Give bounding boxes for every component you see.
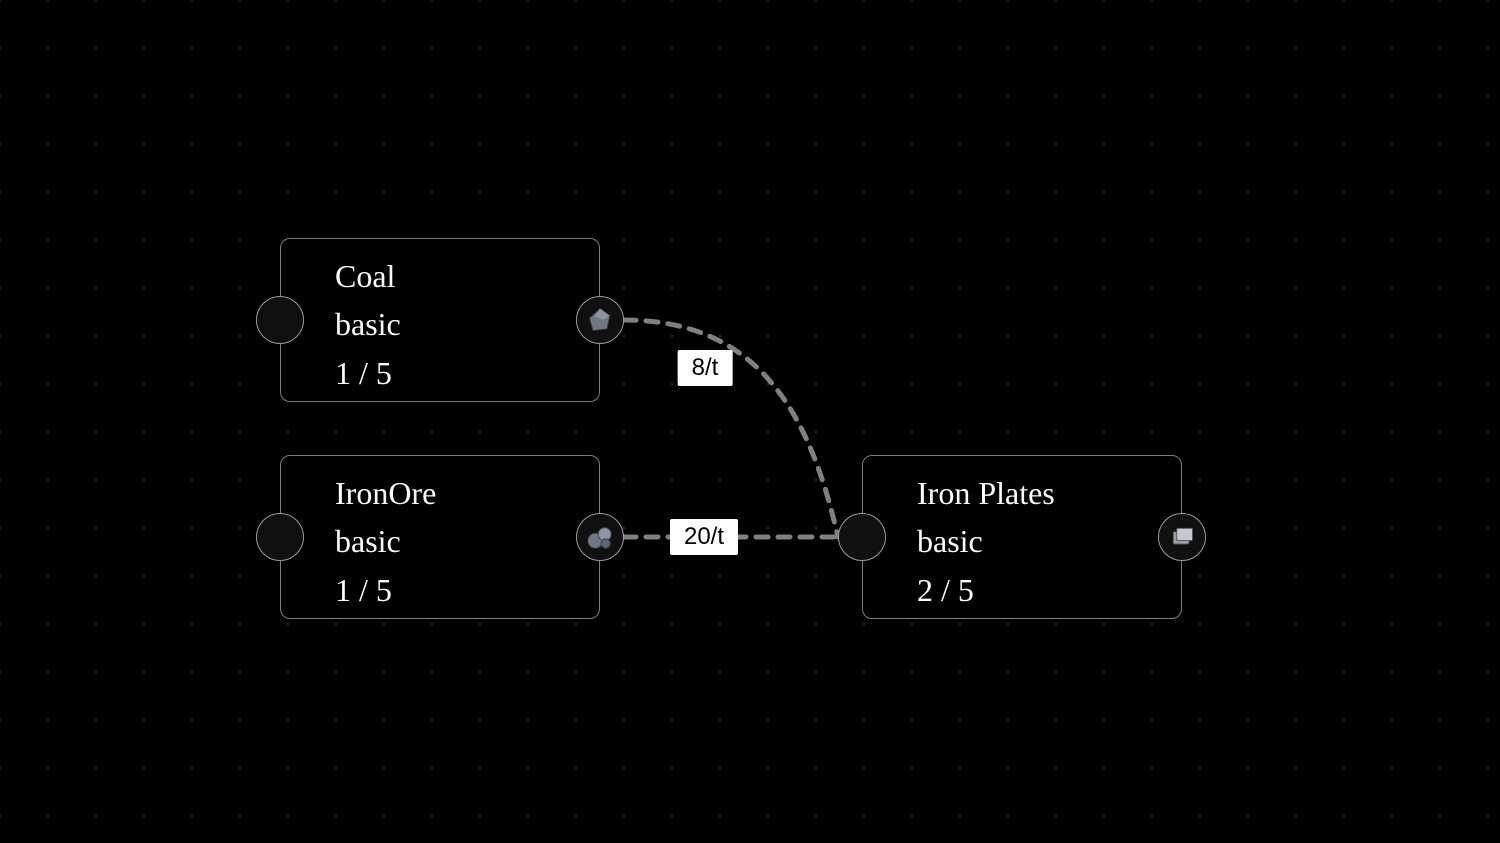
node-level: 2 / 5: [917, 571, 1157, 609]
edge-label-ore: 20/t: [670, 519, 738, 555]
node-ironplates-output-port[interactable]: [1158, 513, 1206, 561]
edge-label-coal: 8/t: [678, 350, 733, 386]
node-canvas[interactable]: Coal basic 1 / 5 IronOre basic 1 / 5 Iro…: [0, 0, 1500, 843]
node-ironplates[interactable]: Iron Plates basic 2 / 5: [862, 455, 1182, 619]
node-level: 1 / 5: [335, 571, 575, 609]
node-ironore[interactable]: IronOre basic 1 / 5: [280, 455, 600, 619]
node-coal[interactable]: Coal basic 1 / 5: [280, 238, 600, 402]
node-level: 1 / 5: [335, 354, 575, 392]
edge-layer: [0, 0, 1500, 843]
node-tier: basic: [335, 522, 575, 560]
node-ironplates-input-port[interactable]: [838, 513, 886, 561]
ore-icon: [585, 522, 615, 552]
node-ironore-output-port[interactable]: [576, 513, 624, 561]
node-tier: basic: [917, 522, 1157, 560]
plates-icon: [1168, 523, 1196, 551]
node-ironore-input-port[interactable]: [256, 513, 304, 561]
node-title: Coal: [335, 257, 575, 295]
node-tier: basic: [335, 305, 575, 343]
node-title: Iron Plates: [917, 474, 1157, 512]
node-coal-input-port[interactable]: [256, 296, 304, 344]
coal-icon: [586, 306, 614, 334]
node-coal-output-port[interactable]: [576, 296, 624, 344]
node-title: IronOre: [335, 474, 575, 512]
